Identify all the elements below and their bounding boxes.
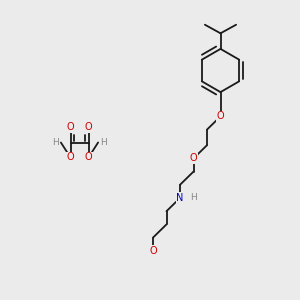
Text: O: O [217,111,224,122]
Text: O: O [85,152,92,163]
Text: O: O [190,153,197,164]
Text: O: O [67,122,74,133]
Text: O: O [67,152,74,163]
Text: O: O [149,246,157,256]
Text: N: N [176,193,184,203]
Text: H: H [190,194,197,202]
Text: H: H [100,138,107,147]
Text: H: H [52,138,59,147]
Text: O: O [85,122,92,133]
